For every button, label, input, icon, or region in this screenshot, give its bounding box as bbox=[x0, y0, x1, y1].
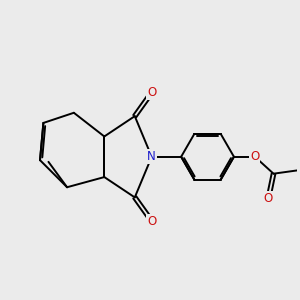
Text: O: O bbox=[250, 150, 260, 163]
Text: O: O bbox=[147, 214, 156, 228]
Text: O: O bbox=[264, 192, 273, 205]
Text: N: N bbox=[147, 150, 156, 163]
Text: O: O bbox=[147, 86, 156, 99]
